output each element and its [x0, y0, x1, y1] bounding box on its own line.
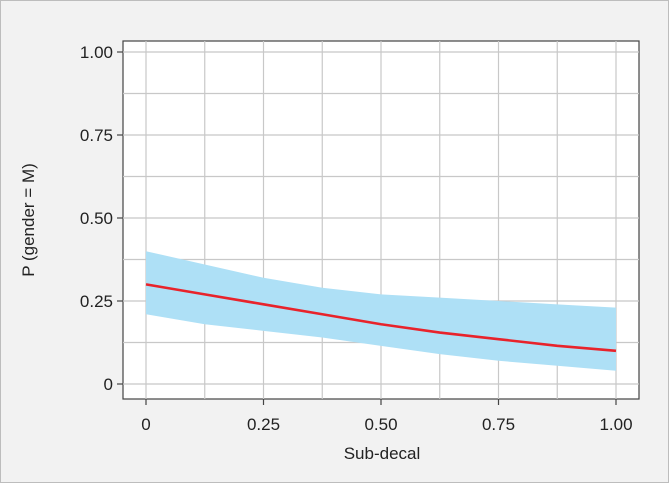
x-tick-label: 0 [141, 415, 150, 434]
y-axis-title: P (gender = M) [19, 163, 38, 277]
y-tick-label: 0.25 [80, 292, 113, 311]
y-tick-label: 0.50 [80, 209, 113, 228]
x-tick-label: 1.00 [599, 415, 632, 434]
y-tick-label: 1.00 [80, 43, 113, 62]
confidence-band [146, 251, 616, 371]
y-tick-label: 0.75 [80, 126, 113, 145]
x-tick-label: 0.50 [364, 415, 397, 434]
x-axis: 0 0.25 0.50 0.75 1.00 [141, 399, 633, 434]
series-line [145, 283, 617, 353]
x-axis-title: Sub-decal [344, 444, 421, 463]
y-tick-label: 0 [104, 375, 113, 394]
x-tick-label: 0.75 [482, 415, 515, 434]
x-tick-label: 0.25 [247, 415, 280, 434]
confidence-band-group [146, 251, 616, 371]
y-axis: 0 0.25 0.50 0.75 1.00 [80, 43, 123, 394]
series-line-group [145, 283, 617, 353]
